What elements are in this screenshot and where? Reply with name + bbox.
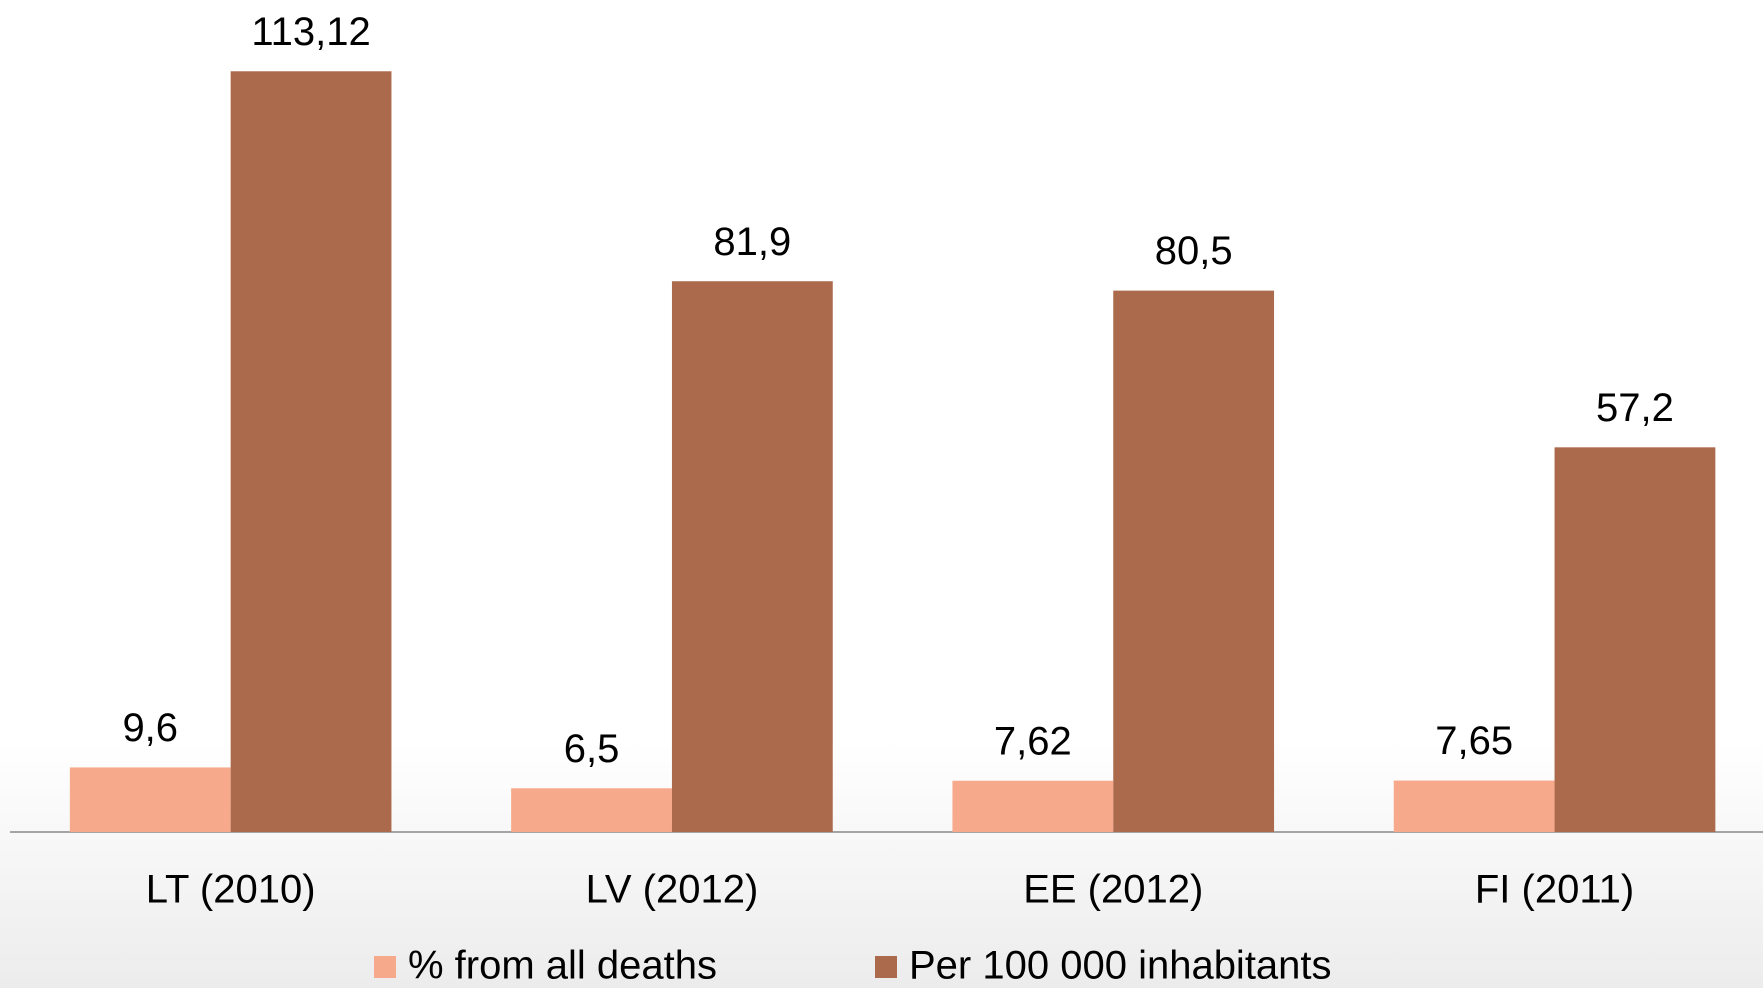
bar [1393, 780, 1555, 832]
bar [511, 788, 672, 832]
bar [69, 767, 231, 832]
data-label: 7,65 [1435, 719, 1513, 763]
data-label: 113,12 [251, 10, 370, 54]
bar [952, 780, 1114, 832]
bar [671, 281, 833, 832]
legend-swatch [875, 956, 897, 978]
x-tick-label: LT (2010) [146, 868, 316, 912]
data-label: 81,9 [713, 220, 791, 264]
x-tick-label: FI (2011) [1475, 868, 1634, 912]
data-label: 80,5 [1155, 229, 1233, 273]
bar [1113, 290, 1275, 832]
legend-label: % from all deaths [408, 944, 717, 988]
bar [230, 71, 392, 832]
x-tick-label: EE (2012) [1023, 868, 1203, 912]
legend-label: Per 100 000 inhabitants [909, 944, 1332, 988]
data-label: 9,6 [122, 706, 178, 750]
legend-swatch [374, 956, 396, 978]
data-label: 6,5 [564, 727, 620, 771]
bar [1554, 447, 1716, 832]
data-label: 57,2 [1596, 386, 1674, 430]
x-tick-label: LV (2012) [586, 868, 759, 912]
data-label: 7,62 [994, 719, 1072, 763]
